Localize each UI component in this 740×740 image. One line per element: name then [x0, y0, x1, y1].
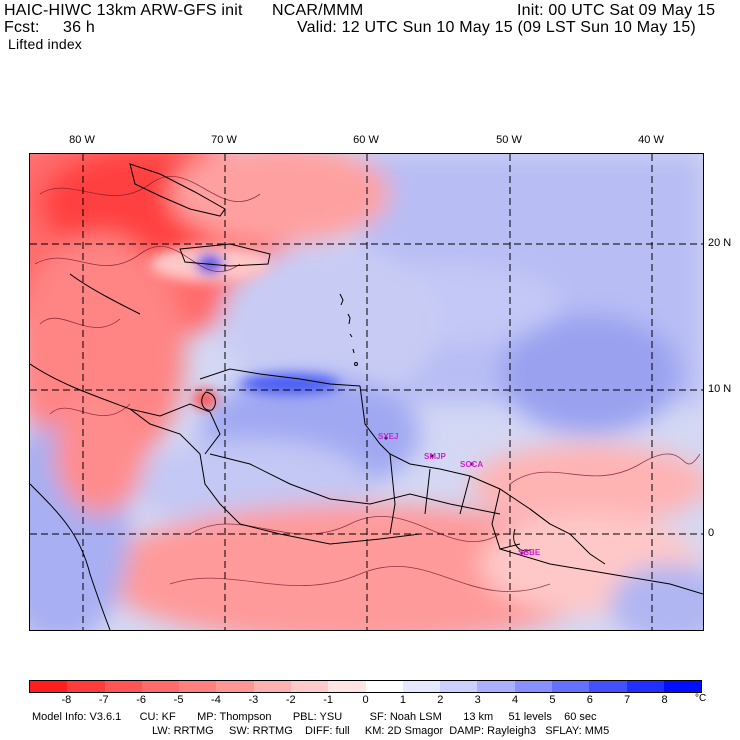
color-scale-cell: [179, 681, 217, 692]
color-scale-tick-label: -3: [248, 694, 259, 706]
model-center: NCAR/MMM: [272, 2, 364, 19]
color-scale-tick-label: 3: [474, 694, 481, 706]
lat-label-0: 0: [708, 527, 715, 539]
model-info-line-2: LW: RRTMG SW: RRTMG DIFF: full KM: 2D Sm…: [152, 725, 610, 737]
color-scale-tick-label: 1: [399, 694, 406, 706]
station-label-sbbe: SBBE: [518, 548, 541, 557]
color-scale-tick-label: -2: [285, 694, 296, 706]
color-scale-tick-label: -4: [211, 694, 221, 706]
color-scale-cell: [365, 681, 403, 692]
lon-label-70w: 70 W: [211, 134, 237, 146]
forecast-hour: 36 h: [63, 19, 95, 36]
color-scale-cell: [216, 681, 254, 692]
color-scale-tick-label: 5: [549, 694, 556, 706]
station-label-syej: SYEJ: [378, 432, 399, 441]
color-scale-cell: [440, 681, 478, 692]
color-scale-cell: [104, 681, 142, 692]
color-scale-cell: [477, 681, 515, 692]
lon-label-60w: 60 W: [353, 134, 379, 146]
color-scale-tick-label: 8: [661, 694, 668, 706]
color-scale-cell: [551, 681, 590, 692]
model-title: HAIC-HIWC 13km ARW-GFS init: [4, 2, 243, 19]
color-scale-cell: [328, 681, 366, 692]
lat-label-20n: 20 N: [708, 237, 732, 249]
map-canvas: [30, 154, 703, 630]
color-scale-cell: [663, 681, 702, 692]
valid-time: Valid: 12 UTC Sun 10 May 15 (09 LST Sun …: [297, 19, 696, 36]
color-scale-tick-label: -1: [323, 694, 333, 706]
color-scale-cell: [402, 681, 441, 692]
lon-label-40w: 40 W: [638, 134, 664, 146]
color-scale-bar: [29, 680, 702, 693]
color-scale-cell: [290, 681, 329, 692]
lifted-index-map: SYEJ SMJP SOCA SBBE: [29, 153, 704, 631]
color-scale-cell: [30, 681, 68, 692]
field-name: Lifted index: [8, 36, 83, 52]
color-scale-tick-label: 0: [362, 694, 369, 706]
color-scale-tick-label: 6: [586, 694, 593, 706]
color-scale-cell: [253, 681, 291, 692]
lon-label-80w: 80 W: [69, 134, 95, 146]
station-label-smjp: SMJP: [424, 452, 446, 461]
color-scale-cell: [67, 681, 105, 692]
color-scale-unit: °C: [695, 693, 707, 704]
color-scale-cell: [626, 681, 664, 692]
station-label-soca: SOCA: [460, 460, 484, 469]
init-time: Init: 00 UTC Sat 09 May 15: [517, 2, 716, 19]
color-scale-tick-label: -6: [136, 694, 147, 706]
model-info-line-1: Model Info: V3.6.1 CU: KF MP: Thompson P…: [32, 711, 597, 723]
color-scale-cell: [589, 681, 627, 692]
color-scale-tick-label: 2: [437, 694, 444, 706]
lat-label-10n: 10 N: [708, 383, 732, 395]
color-scale-tick-label: -8: [61, 694, 72, 706]
color-scale-tick-label: -7: [98, 694, 109, 706]
color-scale-tick-label: 7: [624, 694, 631, 706]
forecast-label: Fcst:: [4, 19, 40, 36]
color-scale-tick-label: -5: [173, 694, 184, 706]
color-scale-cell: [141, 681, 180, 692]
color-scale-tick-label: 4: [511, 694, 519, 706]
color-scale-cell: [514, 681, 552, 692]
lon-label-50w: 50 W: [496, 134, 522, 146]
